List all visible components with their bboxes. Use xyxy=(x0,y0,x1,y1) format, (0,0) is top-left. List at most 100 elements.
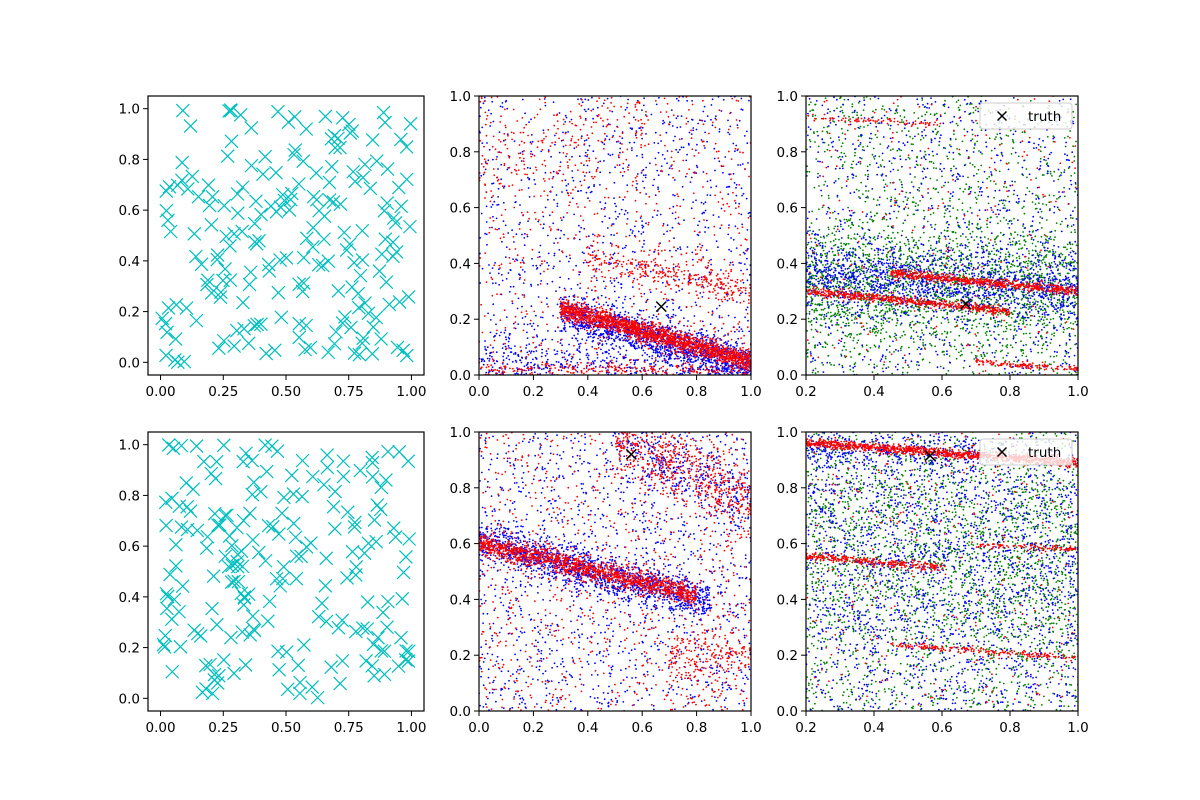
data-point xyxy=(744,316,746,319)
data-point xyxy=(650,324,653,327)
data-point xyxy=(661,281,664,284)
data-point xyxy=(657,188,659,191)
data-point xyxy=(521,305,523,308)
data-point xyxy=(688,131,691,134)
data-point xyxy=(721,362,723,365)
data-point xyxy=(619,316,622,319)
data-point xyxy=(163,224,178,239)
data-point xyxy=(705,350,708,353)
data-point xyxy=(735,144,738,147)
data-point xyxy=(709,323,712,326)
data-point xyxy=(732,360,735,362)
data-point xyxy=(682,198,685,201)
data-point xyxy=(641,137,643,140)
data-point xyxy=(696,261,699,263)
data-point xyxy=(592,328,594,330)
data-point xyxy=(218,262,232,276)
data-point xyxy=(593,185,595,188)
data-point xyxy=(628,328,631,331)
data-point xyxy=(502,343,505,345)
data-point xyxy=(583,164,585,167)
data-point xyxy=(675,148,678,151)
data-point xyxy=(695,164,698,167)
data-point xyxy=(591,315,594,318)
data-point xyxy=(394,199,409,214)
data-point xyxy=(655,340,658,343)
data-point xyxy=(600,294,603,297)
data-point xyxy=(598,319,601,322)
data-point xyxy=(578,313,581,315)
data-point xyxy=(705,338,708,341)
data-point xyxy=(590,310,593,312)
data-point xyxy=(479,106,482,109)
data-point xyxy=(558,249,561,251)
data-point xyxy=(511,229,513,232)
data-point xyxy=(547,234,549,237)
data-point xyxy=(725,369,728,371)
data-point xyxy=(501,362,504,365)
data-point xyxy=(608,311,611,314)
data-point xyxy=(658,325,660,328)
data-point xyxy=(714,359,717,361)
data-point xyxy=(544,104,547,107)
y-tick-label: 0.2 xyxy=(119,305,140,321)
data-point xyxy=(547,264,550,267)
data-point xyxy=(536,335,539,338)
data-point xyxy=(524,233,526,235)
data-point xyxy=(600,208,603,210)
data-point xyxy=(641,268,644,271)
data-point xyxy=(605,318,608,321)
data-point xyxy=(645,166,647,169)
data-point xyxy=(709,372,712,375)
data-point xyxy=(491,355,493,358)
data-point xyxy=(533,178,536,181)
data-point xyxy=(656,214,658,217)
data-point xyxy=(699,366,702,368)
data-point xyxy=(604,367,607,369)
data-point xyxy=(617,245,620,248)
data-point xyxy=(619,142,622,145)
data-point xyxy=(622,167,624,170)
data-point xyxy=(262,264,277,278)
data-point xyxy=(578,321,581,324)
data-point xyxy=(287,109,302,124)
data-point xyxy=(563,301,565,303)
data-point xyxy=(715,274,718,277)
data-point xyxy=(737,358,740,361)
data-point xyxy=(515,361,518,363)
data-point xyxy=(636,173,639,175)
data-point xyxy=(698,220,701,223)
data-point xyxy=(563,322,566,325)
data-point xyxy=(732,142,735,145)
data-point xyxy=(167,353,182,367)
data-point xyxy=(689,181,692,184)
data-point xyxy=(542,129,545,132)
data-point xyxy=(675,284,678,287)
data-point xyxy=(659,352,662,355)
data-point xyxy=(695,283,698,286)
data-point xyxy=(746,348,749,351)
data-point xyxy=(727,272,730,275)
data-point xyxy=(736,354,739,357)
data-point xyxy=(531,153,534,156)
data-point xyxy=(746,357,749,360)
data-point xyxy=(710,357,713,359)
data-point xyxy=(628,322,631,325)
data-point xyxy=(503,331,506,334)
data-point xyxy=(216,273,230,288)
data-point xyxy=(651,317,654,319)
data-point xyxy=(591,346,594,348)
data-point xyxy=(619,353,622,356)
data-point xyxy=(720,287,723,290)
data-point xyxy=(501,347,504,349)
data-point xyxy=(636,316,639,319)
data-point xyxy=(669,121,671,124)
data-point xyxy=(500,178,503,181)
data-point xyxy=(631,250,634,253)
data-point xyxy=(507,232,510,234)
data-point xyxy=(644,271,647,274)
data-point xyxy=(633,317,636,320)
data-point xyxy=(604,330,606,332)
data-point xyxy=(584,155,587,157)
data-point xyxy=(521,357,524,359)
